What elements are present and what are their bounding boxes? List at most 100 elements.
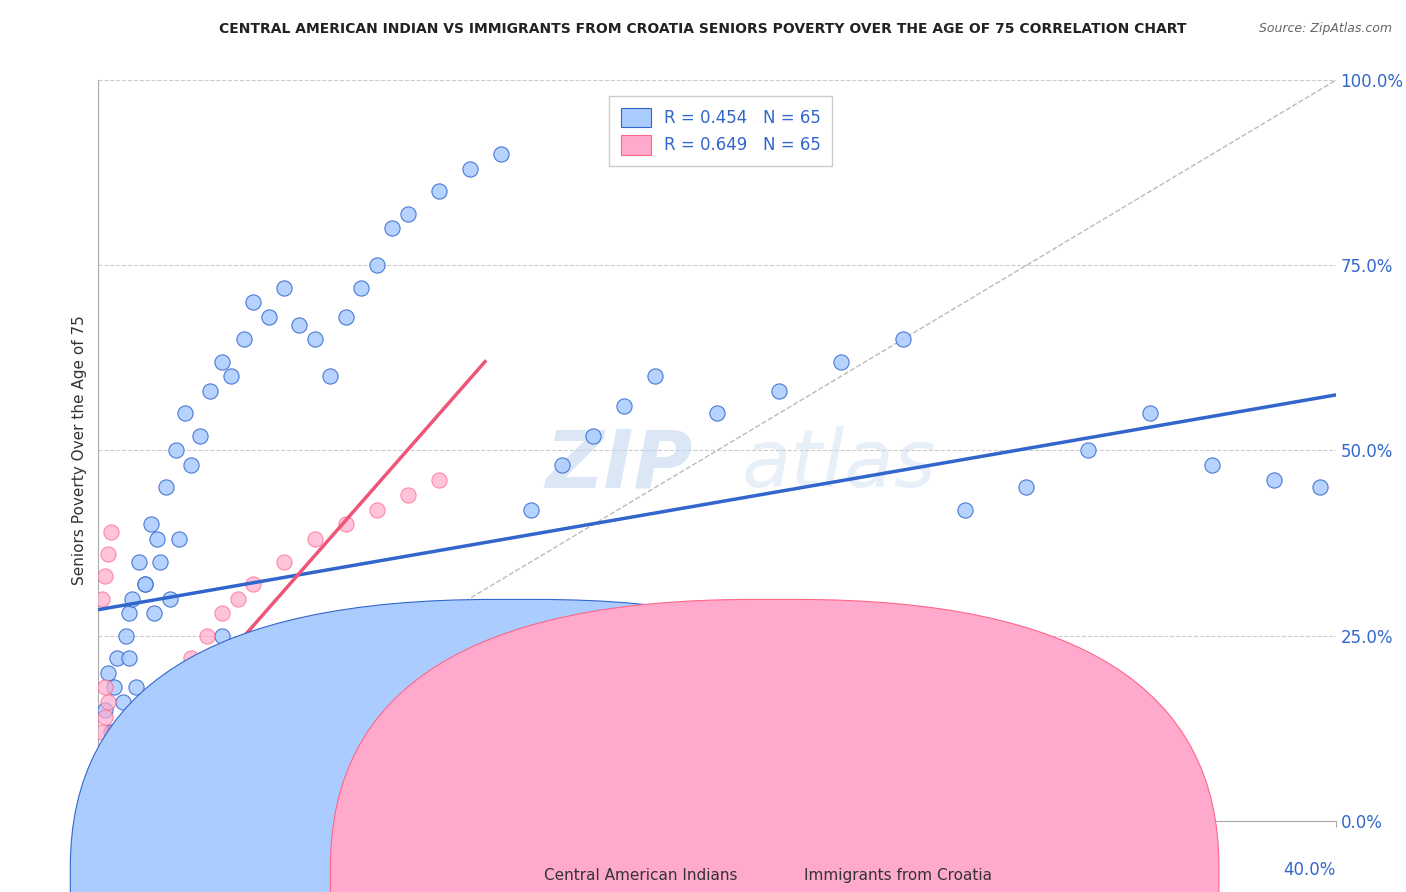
Point [257,310,280,325]
Point [706,407,728,421]
Point [195,629,218,643]
Point [1201,458,1223,473]
Text: Source: ZipAtlas.com: Source: ZipAtlas.com [1258,22,1392,36]
Point [90,798,112,813]
Point [134,747,156,761]
Point [105,747,128,761]
Point [226,591,249,606]
Point [211,629,233,643]
Point [108,755,131,769]
Point [891,333,914,347]
Point [108,739,131,754]
Point [489,147,512,161]
Point [97,755,120,769]
Point [180,458,202,473]
Point [165,681,187,695]
Point [93,569,115,583]
Point [159,591,181,606]
Point [149,710,172,724]
Text: 0.0%: 0.0% [98,862,141,880]
Point [103,681,125,695]
Point [427,185,450,199]
Point [146,533,169,547]
Point [118,769,141,783]
Point [167,533,190,547]
Point [136,739,159,754]
Point [198,384,221,399]
Point [90,776,112,791]
Point [211,354,233,368]
Point [190,428,212,442]
Point [115,784,138,798]
Point [134,576,156,591]
Point [155,695,177,709]
Point [953,502,976,516]
Point [124,769,146,783]
Point [582,428,605,442]
Point [105,776,128,791]
Point [768,384,790,399]
Point [180,703,202,717]
Point [103,762,125,776]
Point [112,762,135,776]
Point [319,369,342,384]
Point [174,665,197,680]
Text: Immigrants from Croatia: Immigrants from Croatia [804,869,993,883]
Point [97,798,120,813]
Point [165,443,187,458]
Point [128,555,150,569]
Point [93,791,115,805]
Point [335,310,357,325]
Point [134,576,156,591]
Point [139,517,162,532]
Point [118,607,141,621]
Point [103,791,125,805]
Point [143,607,166,621]
Point [121,776,143,791]
Point [97,547,120,561]
Point [335,517,357,532]
Point [105,791,128,805]
Point [366,502,388,516]
Point [100,524,122,539]
Point [155,481,177,495]
Point [1309,481,1331,495]
Point [195,665,218,680]
Point [118,650,141,665]
Point [180,650,202,665]
Point [103,724,125,739]
Point [211,607,233,621]
Point [381,221,404,235]
Point [108,776,131,791]
Point [97,784,120,798]
Point [458,162,481,177]
Point [1263,473,1285,487]
Point [304,333,326,347]
Point [90,798,112,813]
Text: Central American Indians: Central American Indians [544,869,738,883]
Point [131,755,153,769]
Y-axis label: Seniors Poverty Over the Age of 75: Seniors Poverty Over the Age of 75 [72,316,87,585]
Point [124,681,146,695]
Point [1077,443,1099,458]
Point [93,681,115,695]
Point [273,555,295,569]
Point [118,784,141,798]
Point [112,762,135,776]
Point [115,629,138,643]
Point [149,555,172,569]
Point [830,354,852,368]
Point [112,695,135,709]
Point [103,755,125,769]
Point [242,576,264,591]
Point [100,724,122,739]
Point [143,724,166,739]
Point [100,739,122,754]
Point [90,724,112,739]
Point [100,769,122,783]
Point [105,650,128,665]
Point [273,280,295,294]
Point [644,369,666,384]
Point [115,798,138,813]
Point [226,681,249,695]
